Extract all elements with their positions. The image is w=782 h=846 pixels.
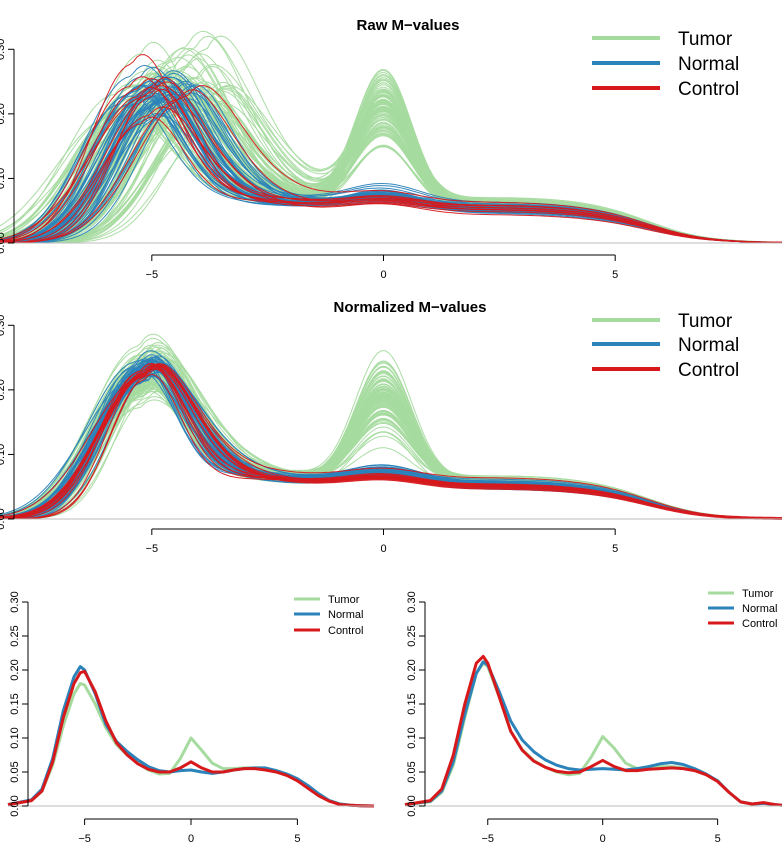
- norm-density-curves: [0, 333, 782, 520]
- mean-norm-x-tick-label: −5: [481, 833, 494, 845]
- mean-raw-y-tick-label: 0.20: [9, 659, 21, 680]
- mean-norm-legend-label-control: Control: [742, 618, 777, 630]
- raw-y-tick-label: 0.00: [0, 232, 7, 253]
- mean-raw-y-tick-label: 0.05: [9, 761, 21, 782]
- mean-raw-y-tick-label: 0.30: [9, 591, 21, 612]
- mean-raw-legend-label-normal: Normal: [328, 609, 363, 621]
- raw-density-curves: [0, 30, 782, 244]
- raw-axes: −5 0 5 0.00 0.10 0.20 0.30: [0, 39, 782, 281]
- norm-curve-control: [0, 363, 782, 519]
- mean-norm-legend-label-tumor: Tumor: [742, 588, 774, 600]
- mean-norm-x-tick-label: 0: [600, 833, 606, 845]
- raw-legend: Tumor Normal Control: [592, 29, 739, 100]
- raw-curve-tumor: [0, 88, 782, 244]
- norm-y-tick-label: 0.00: [0, 508, 7, 529]
- norm-legend-label-tumor: Tumor: [678, 311, 733, 332]
- mean-raw-legend-label-control: Control: [328, 625, 363, 637]
- mean-norm-mean-curve-control: [404, 654, 782, 807]
- mean-raw-density-curves: [7, 665, 375, 808]
- norm-curve-control: [0, 364, 782, 519]
- raw-legend-label-control: Control: [678, 79, 739, 100]
- mean-raw-y-tick-label: 0.00: [9, 795, 21, 816]
- raw-curve-control: [0, 54, 782, 243]
- mean-norm-density-curves: [404, 654, 782, 807]
- mean-raw-y-tick-label: 0.15: [9, 693, 21, 714]
- mean-raw-axes: −5 0 5 0.00 0.05 0.10 0.15 0.20 0.25 0.30: [8, 591, 374, 845]
- norm-x-tick-label: 5: [612, 543, 618, 555]
- panel-mean-density-normalized: −5 0 5 0.00 0.05 0.10 0.15 0.20 0.25 0.30 Tumor N…: [404, 588, 782, 845]
- mean-norm-y-tick-label: 0.25: [406, 625, 418, 646]
- raw-curve-control: [0, 77, 782, 244]
- mean-norm-y-tick-label: 0.10: [406, 727, 418, 748]
- mean-norm-y-tick-label: 0.00: [406, 795, 418, 816]
- raw-chart-title: Raw M−values: [357, 17, 460, 34]
- norm-x-tick-label: −5: [146, 543, 159, 555]
- mean-norm-axes: −5 0 5 0.00 0.05 0.10 0.15 0.20 0.25 0.30: [405, 591, 782, 845]
- mean-norm-legend-label-normal: Normal: [742, 603, 777, 615]
- norm-curve-tumor: [0, 385, 782, 519]
- mean-raw-mean-curve-control: [7, 669, 375, 808]
- mean-raw-y-tick-label: 0.10: [9, 727, 21, 748]
- mean-raw-x-tick-label: 0: [188, 833, 194, 845]
- mean-raw-mean-curve-normal: [7, 665, 375, 808]
- norm-x-tick-label: 0: [380, 543, 386, 555]
- mean-raw-x-tick-label: 5: [294, 833, 300, 845]
- raw-y-tick-label: 0.20: [0, 103, 7, 124]
- mean-raw-y-tick-label: 0.25: [9, 625, 21, 646]
- raw-y-tick-label: 0.30: [0, 39, 7, 60]
- raw-x-tick-label: 5: [612, 269, 618, 281]
- panel-raw-m-values: −5 0 5 0.00 0.10 0.20 0.30 Raw M−values Tumor …: [0, 17, 782, 281]
- norm-y-tick-label: 0.20: [0, 379, 7, 400]
- mean-norm-legend: Tumor Normal Control: [708, 588, 777, 630]
- norm-y-tick-label: 0.10: [0, 444, 7, 465]
- norm-curve-control: [0, 367, 782, 519]
- raw-y-tick-label: 0.10: [0, 168, 7, 189]
- mean-norm-x-tick-label: 5: [715, 833, 721, 845]
- norm-chart-title: Normalized M−values: [334, 299, 487, 316]
- mean-raw-legend-label-tumor: Tumor: [328, 594, 360, 606]
- raw-legend-label-normal: Normal: [678, 54, 739, 75]
- mean-norm-y-tick-label: 0.15: [406, 693, 418, 714]
- raw-legend-label-tumor: Tumor: [678, 29, 733, 50]
- raw-x-tick-label: −5: [146, 269, 159, 281]
- norm-legend-label-control: Control: [678, 360, 739, 381]
- mean-raw-legend: Tumor Normal Control: [294, 594, 363, 637]
- panel-normalized-m-values: −5 0 5 0.00 0.10 0.20 0.30 Normalized M−values…: [0, 299, 782, 555]
- norm-y-tick-label: 0.30: [0, 315, 7, 336]
- mean-norm-y-tick-label: 0.05: [406, 761, 418, 782]
- mean-raw-x-tick-label: −5: [78, 833, 91, 845]
- panel-mean-density-raw: −5 0 5 0.00 0.05 0.10 0.15 0.20 0.25 0.30 Tumor N…: [7, 591, 375, 845]
- raw-curve-control: [0, 85, 782, 244]
- norm-legend-label-normal: Normal: [678, 335, 739, 356]
- mean-norm-y-tick-label: 0.30: [406, 591, 418, 612]
- raw-x-tick-label: 0: [380, 269, 386, 281]
- raw-curve-control: [0, 86, 782, 243]
- norm-legend: Tumor Normal Control: [592, 311, 739, 381]
- norm-axes: −5 0 5 0.00 0.10 0.20 0.30: [0, 315, 782, 555]
- mean-norm-y-tick-label: 0.20: [406, 659, 418, 680]
